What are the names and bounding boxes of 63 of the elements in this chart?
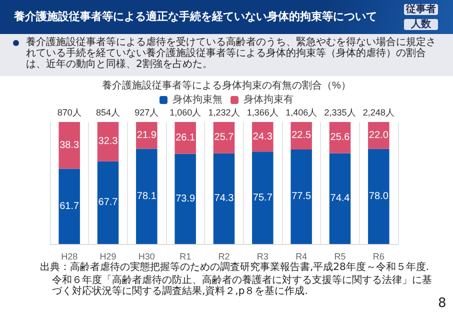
annotation: 1,060人 (170, 108, 202, 118)
x-tick-label: R6 (372, 252, 384, 262)
x-tick-label: R2 (218, 252, 230, 262)
text: 養介護施設従事者等による虐待を受けている高齢者のうち、緊急やむを得ない場合に規定されている手続を経ていない養介護施設従事者等による身体的拘束等（身体的虐待）の割合は、近年の動向と同様、2割強を占めた。 (26, 37, 437, 70)
text: 養介護施設従事者等による適正な手続を経ていない身体的拘束等について (14, 10, 378, 23)
data-label: 22.5 (292, 130, 312, 142)
bar (136, 148, 158, 244)
bar (290, 122, 312, 150)
data-label: 24.3 (252, 131, 273, 142)
legend-label: 身体拘束無 (172, 94, 222, 106)
x-tick-label: H30 (138, 252, 155, 262)
source-note: 出典：高齢者虐待の実態把握等のための調査研究事業報告書,平成28年度～令和５年度. (40, 262, 430, 273)
data-label: 21.9 (136, 130, 157, 141)
data-label: 73.9 (176, 193, 196, 204)
bar (213, 122, 235, 154)
data-label: 74.3 (214, 193, 234, 204)
chart-title: 養介護施設従事者等による身体拘束の有無の割合（%） (102, 80, 351, 92)
x-tick-label: R3 (256, 252, 268, 262)
bar (58, 122, 80, 169)
bar (252, 122, 274, 152)
data-label: 32.3 (98, 136, 118, 148)
x-tick-label: R1 (180, 252, 192, 262)
data-label: 61.7 (60, 200, 80, 212)
annotation: 1,406人 (286, 108, 318, 118)
text: 8 (438, 296, 446, 311)
text: 従事者 (404, 4, 438, 15)
annotation: 1,232人 (208, 108, 240, 118)
text: 令和６年度「高齢者虐待の防止、高齢者の養護者に対する支援等に関する法律」に基づく対応状況等に関する調査結果,資料２,p８を基に作成. (52, 275, 433, 297)
x-tick-label: R5 (334, 252, 346, 262)
annotation: 854人 (96, 108, 120, 118)
x-tick-label: R4 (296, 252, 308, 262)
bar (136, 122, 158, 149)
annotation: 927人 (134, 108, 159, 118)
data-label: 74.4 (330, 193, 350, 204)
text: 人数 (404, 19, 438, 30)
bar (174, 122, 196, 154)
x-tick-label: H29 (100, 252, 116, 262)
annotation: 2,335人 (324, 108, 356, 118)
legend-label: 身体拘束有 (244, 94, 294, 106)
data-label: 25.7 (214, 132, 234, 144)
data-label: 25.6 (330, 132, 350, 144)
x-tick-label: H28 (61, 252, 78, 262)
annotation: 2,248人 (362, 108, 394, 118)
bar (97, 122, 119, 162)
bar (252, 152, 274, 244)
data-label: 22.0 (368, 130, 389, 141)
bar (290, 149, 312, 244)
bar (97, 161, 119, 244)
bar (213, 153, 235, 244)
bar (368, 122, 390, 149)
data-label: 77.5 (292, 191, 312, 202)
bar (368, 148, 390, 244)
data-label: 78.0 (368, 190, 389, 202)
data-label: 78.1 (136, 190, 157, 202)
data-label: 38.3 (60, 140, 80, 151)
data-label: 67.7 (98, 197, 118, 208)
bar (329, 153, 351, 244)
annotation: 1,366人 (246, 108, 278, 118)
data-label: 26.1 (176, 132, 196, 144)
annotation: 870人 (57, 108, 82, 118)
bar (174, 154, 196, 244)
data-label: 75.7 (252, 192, 273, 204)
bar (58, 168, 80, 244)
